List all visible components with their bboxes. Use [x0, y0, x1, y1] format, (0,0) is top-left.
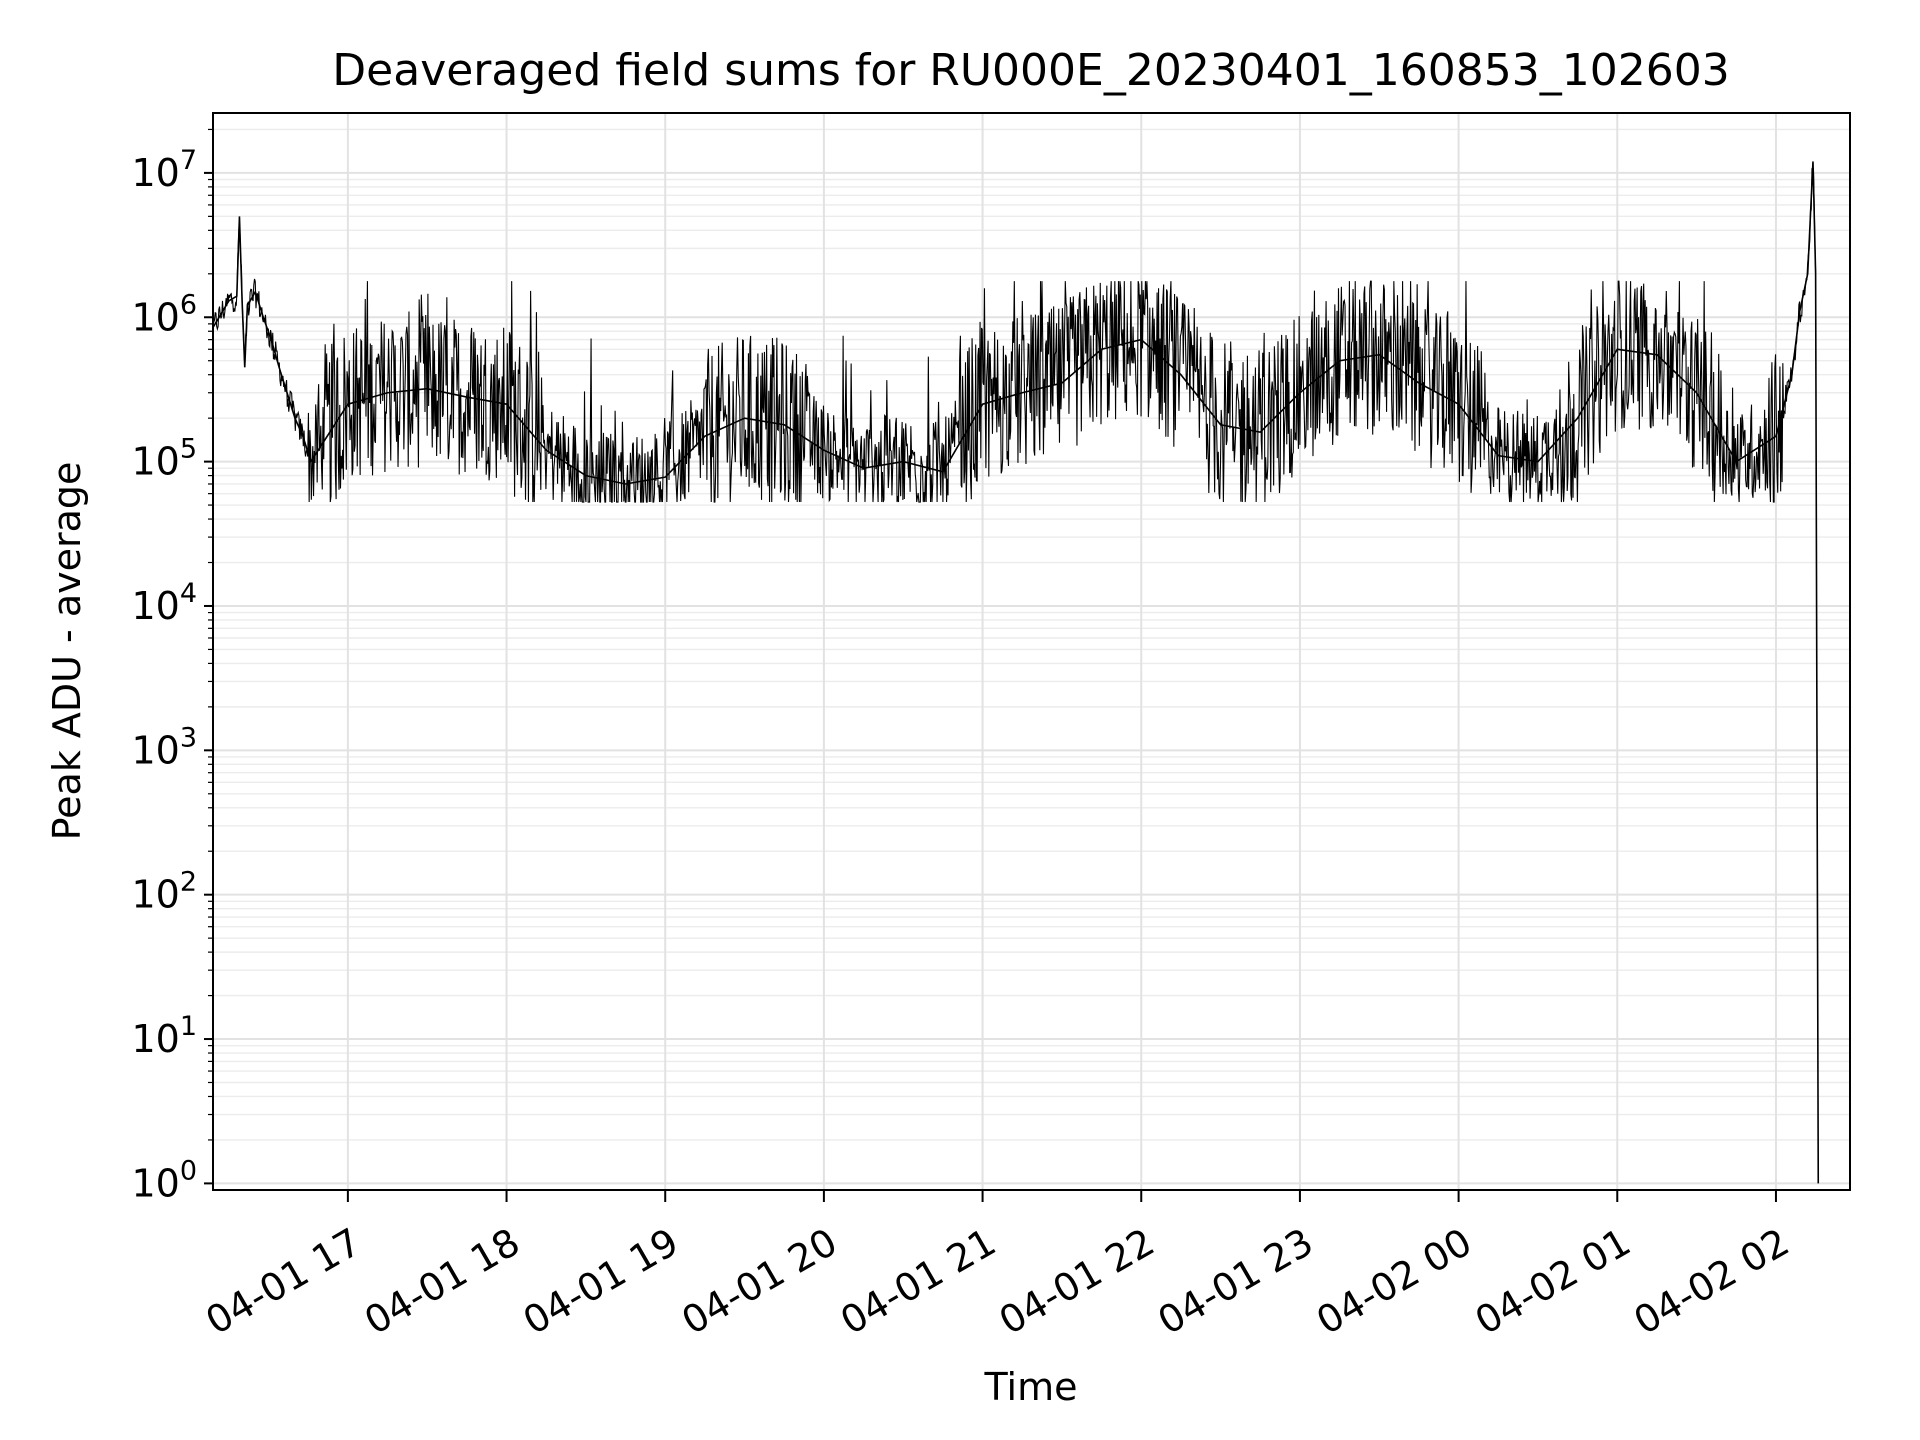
y-tick-label: 106 [131, 289, 197, 339]
series-noise-line [212, 167, 1817, 503]
y-tick-label: 107 [131, 145, 197, 195]
y-tick-label: 105 [131, 434, 197, 484]
y-tick-label: 100 [131, 1155, 197, 1205]
y-tick-label: 102 [131, 867, 197, 917]
series-layer [212, 161, 1820, 1184]
y-tick-label: 101 [131, 1011, 197, 1061]
grid-layer [213, 113, 1850, 1190]
chart-title: Deaveraged field sums for RU000E_2023040… [332, 45, 1729, 96]
x-axis-label: Time [984, 1365, 1078, 1409]
y-tick-label: 104 [131, 578, 197, 628]
plot-frame [212, 112, 1851, 1191]
series-line [212, 161, 1820, 1184]
y-tick-label: 103 [131, 722, 197, 772]
y-axis-label: Peak ADU - average [45, 462, 89, 841]
